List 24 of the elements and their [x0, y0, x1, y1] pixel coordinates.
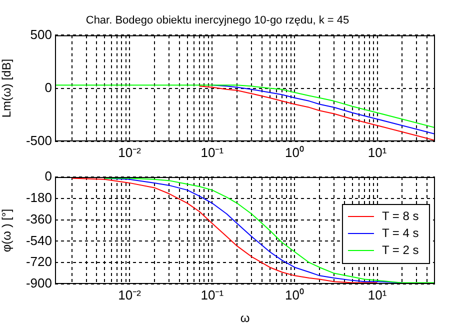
legend-label: T = 8 s	[382, 208, 419, 223]
x-tick-label: 10⁻¹	[200, 144, 224, 160]
x-axis-title: ω	[240, 311, 250, 326]
y-tick-label: -360	[26, 211, 52, 226]
y-tick-label: -500	[26, 132, 52, 148]
x-tick-label: 10¹	[368, 287, 388, 302]
y-tick-label: -720	[26, 254, 52, 270]
y-tick-label: -180	[26, 190, 52, 205]
chart-title: Char. Bodego obiektu inercyjnego 10-go rzędu, k = 45	[86, 14, 350, 27]
y-tick-label: 0	[44, 168, 52, 184]
y-tick-label: -540	[26, 232, 52, 248]
x-tick-label: 10⁻¹	[200, 287, 224, 302]
y-tick-label: -900	[26, 276, 52, 291]
legend-label: T = 2 s	[382, 242, 419, 257]
x-tick-label: 10¹	[368, 144, 388, 160]
legend-label: T = 4 s	[382, 226, 419, 240]
y-tick-label: 500	[30, 26, 52, 42]
y-axis-title: Lm(ω) [dB]	[0, 58, 14, 118]
x-tick-label: 10⁰	[284, 287, 304, 302]
y-axis-title: φ(ω ) [°]	[0, 208, 14, 252]
y-tick-label: 0	[44, 80, 52, 95]
x-tick-label: 10⁻²	[118, 287, 142, 302]
x-tick-label: 10⁻²	[118, 144, 142, 160]
x-tick-label: 10⁰	[284, 144, 304, 160]
